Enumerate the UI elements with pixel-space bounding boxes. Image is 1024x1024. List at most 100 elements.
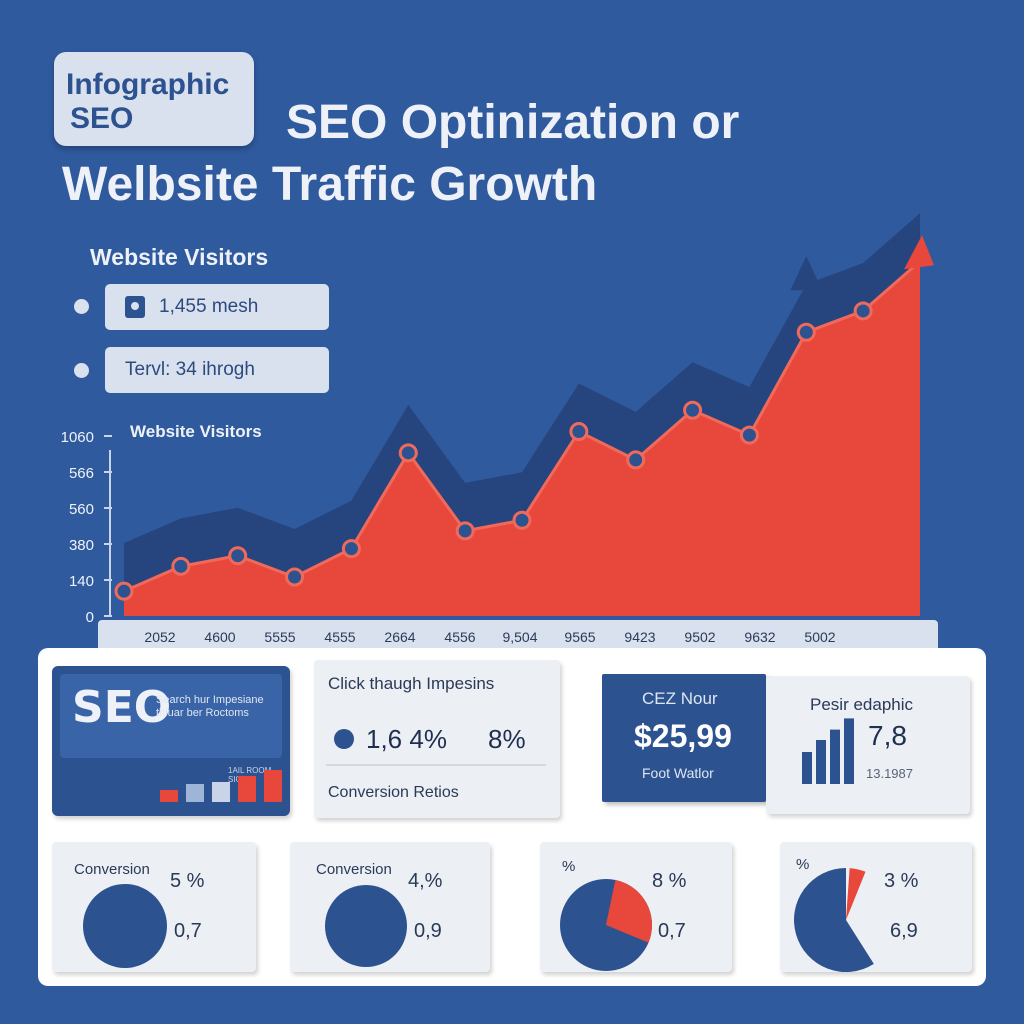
data-point xyxy=(228,546,248,566)
conv1-value: 0,7 xyxy=(174,920,202,942)
seo-mini-bar xyxy=(186,784,204,802)
y-tick-label: 140 xyxy=(69,573,94,590)
pie2-label: % xyxy=(796,856,810,873)
pie2-value: 6,9 xyxy=(890,920,918,942)
seo-inner: SEO Search hur Impesiane thiuar ber Roct… xyxy=(60,674,282,758)
revenue-title: CEZ Nour xyxy=(642,689,718,708)
x-tick-label: 4556 xyxy=(444,629,475,645)
y-tick-label: 0 xyxy=(86,609,94,626)
x-tick-label: 4600 xyxy=(204,629,235,645)
infographic-badge: Infographic SEO xyxy=(54,52,254,146)
x-tick-label: 2052 xyxy=(144,629,175,645)
x-tick-label: 9,504 xyxy=(502,629,537,645)
infographic-bar xyxy=(830,729,840,784)
x-tick-label: 9632 xyxy=(744,629,775,645)
conv1-label: Conversion xyxy=(74,861,150,878)
x-tick-label: 4555 xyxy=(324,629,355,645)
data-point xyxy=(455,521,475,541)
seo-mini-bar xyxy=(160,790,178,802)
pie1-label: % xyxy=(562,858,576,875)
ctr-title: Click thaugh Impesins xyxy=(328,674,495,693)
visitors-heading: Website Visitors xyxy=(90,244,269,270)
growth-arrow-icon xyxy=(904,235,934,270)
title-line2: Welbsite Traffic Growth xyxy=(62,158,598,211)
x-tick-label: 5555 xyxy=(264,629,295,645)
y-tick-label: 560 xyxy=(69,501,94,518)
seo-mini-label: 1AIL ROOM SIG3 xyxy=(228,766,272,784)
data-point xyxy=(285,567,305,587)
ctr-value1: 1,6 4% xyxy=(366,724,447,754)
seo-subtitle: Search hur Impesiane thiuar ber Roctoms xyxy=(156,694,264,719)
revenue-value: $25,99 xyxy=(634,718,732,754)
legend-item-1: 1,455 mesh xyxy=(105,284,329,330)
badge-line2: SEO xyxy=(70,102,134,135)
seo-mini-bar xyxy=(264,770,282,802)
y-tick-label: 1060 xyxy=(61,429,94,446)
infographic-card xyxy=(766,676,970,814)
revenue-footer: Foot Watlor xyxy=(642,765,714,781)
legend-dot-1 xyxy=(74,299,89,314)
data-point xyxy=(796,322,816,342)
seo-card: SEO Search hur Impesiane thiuar ber Roct… xyxy=(52,666,290,816)
pie-slice-blue xyxy=(794,868,874,972)
seo-word: SEO xyxy=(72,682,172,733)
pie2-chart xyxy=(794,868,874,972)
x-tick-label: 9565 xyxy=(564,629,595,645)
ctr-footer: Conversion Retios xyxy=(328,784,459,801)
ctr-value2: 8% xyxy=(488,724,526,754)
x-tick-label: 9502 xyxy=(684,629,715,645)
infographic-title: Pesir edaphic xyxy=(810,695,914,714)
visitors-area-chart: 0 140 380 560 566 1060 2052 4600 5555 4555 2664 45… xyxy=(61,213,934,645)
y-tick-label: 380 xyxy=(69,537,94,554)
data-point xyxy=(398,443,418,463)
infographic-bar xyxy=(844,718,854,784)
seo-mini-bar xyxy=(238,776,256,802)
legend-dot-2 xyxy=(74,363,89,378)
ctr-dot-icon xyxy=(334,729,354,749)
conv2-circle xyxy=(325,885,407,967)
conv2-label: Conversion xyxy=(316,861,392,878)
infographic-bar xyxy=(802,752,812,784)
pie1-pct: 8 % xyxy=(652,870,687,892)
data-point xyxy=(171,556,191,576)
x-axis-bar xyxy=(98,620,938,652)
revenue-card xyxy=(602,674,766,802)
seo-mini-bar xyxy=(212,782,230,802)
infographic-sub: 13.1987 xyxy=(866,766,913,781)
conv1-pct: 5 % xyxy=(170,870,205,892)
page-title: SEO Optinization or Welbsite Traffic Gro… xyxy=(62,92,962,216)
pie1-value: 0,7 xyxy=(658,920,686,942)
conv1-circle xyxy=(83,884,167,968)
infographic-bars xyxy=(802,718,854,784)
points-layer xyxy=(114,301,873,601)
ctr-separator xyxy=(326,764,546,766)
data-point xyxy=(626,450,646,470)
pie-slice-red xyxy=(606,879,652,943)
data-point xyxy=(683,400,703,420)
x-ticks: 2052 4600 5555 4555 2664 4556 9,504 9565 9423 950… xyxy=(144,629,835,645)
x-tick-label: 2664 xyxy=(384,629,415,645)
data-point xyxy=(114,581,134,601)
area-fill xyxy=(124,261,920,616)
pie2-pct: 3 % xyxy=(884,870,919,892)
lock-icon xyxy=(125,296,145,318)
data-point xyxy=(739,425,759,445)
title-line1: SEO Optinization or xyxy=(286,96,740,149)
x-tick-label: 9423 xyxy=(624,629,655,645)
seo-mini-bars xyxy=(160,770,282,802)
infographic-bar xyxy=(816,740,826,784)
legend-item-2: Tervl: 34 ihrogh xyxy=(105,347,329,393)
y-tick-label: 566 xyxy=(69,465,94,482)
ctr-card xyxy=(314,660,560,818)
pie-slice-red xyxy=(846,868,866,920)
data-point xyxy=(569,422,589,442)
data-point xyxy=(512,510,532,530)
x-tick-label: 5002 xyxy=(804,629,835,645)
legend-item-2-text: Tervl: 34 ihrogh xyxy=(125,359,255,380)
badge-line1: Infographic xyxy=(66,68,230,101)
pie1-chart xyxy=(560,879,652,971)
chart-title: Website Visitors xyxy=(130,422,262,441)
y-ticks: 0 140 380 560 566 1060 xyxy=(61,429,112,626)
conv2-pct: 4,% xyxy=(408,870,443,892)
dark-arrow-icon xyxy=(790,256,823,291)
